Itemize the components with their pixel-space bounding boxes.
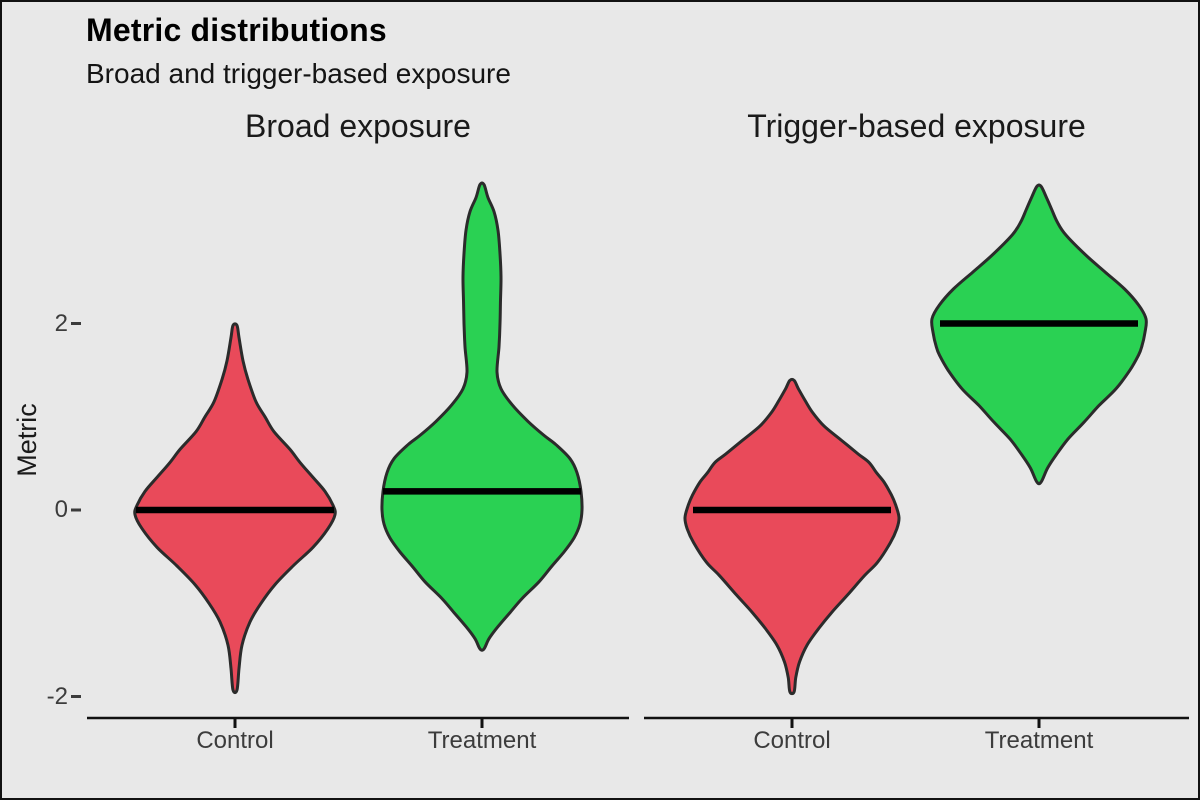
median-bar-trigger-based-control — [693, 506, 891, 514]
x-tick-label-trigger-based-control: Control — [753, 727, 831, 754]
violin-trigger-based-treatment — [930, 183, 1148, 486]
y-tick-label--2: -2 — [46, 682, 68, 710]
x-tick-label-broad-control: Control — [196, 727, 274, 754]
facet-title-broad-exposure: Broad exposure — [245, 108, 471, 144]
y-tick-label-0: 0 — [54, 496, 68, 523]
median-bar-broad-treatment — [383, 488, 581, 495]
x-tick-label-trigger-based-treatment: Treatment — [984, 727, 1094, 754]
chart-subtitle: Broad and trigger-based exposure — [86, 58, 511, 89]
facet-title-trigger-based-exposure: Trigger-based exposure — [747, 108, 1086, 144]
violin-trigger-based-control — [683, 377, 901, 696]
violin-broad-treatment — [380, 181, 584, 652]
x-tick-label-broad-treatment: Treatment — [427, 727, 537, 754]
chart-title: Metric distributions — [86, 12, 387, 48]
median-bar-trigger-based-treatment — [940, 320, 1138, 327]
y-tick-label-2: 2 — [54, 309, 68, 337]
median-bar-broad-control — [136, 506, 334, 514]
